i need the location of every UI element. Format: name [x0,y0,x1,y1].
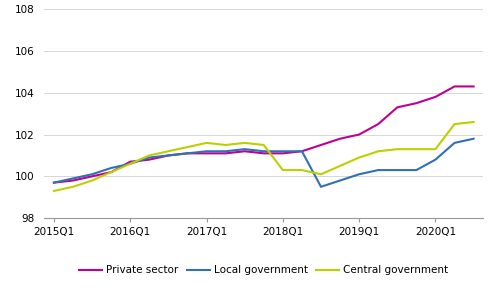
Local government [394,168,400,172]
Local government [452,141,458,145]
Private sector [184,152,190,155]
Local government [471,137,477,141]
Local government [89,172,95,176]
Local government [261,149,267,153]
Local government [356,172,362,176]
Local government [127,162,133,166]
Central government [356,156,362,159]
Local government [223,149,229,153]
Private sector [280,152,286,155]
Line: Central government: Central government [54,122,474,191]
Line: Local government: Local government [54,139,474,187]
Private sector [127,160,133,164]
Private sector [375,122,381,126]
Private sector [414,102,420,105]
Private sector [146,158,152,161]
Private sector [337,137,343,141]
Local government [242,147,247,151]
Local government [414,168,420,172]
Central government [337,164,343,168]
Central government [452,122,458,126]
Local government [280,149,286,153]
Central government [471,120,477,124]
Private sector [452,85,458,88]
Local government [184,152,190,155]
Local government [318,185,324,189]
Local government [166,154,172,157]
Central government [51,189,57,193]
Central government [223,143,229,147]
Local government [432,158,438,161]
Private sector [51,181,57,185]
Central government [432,147,438,151]
Central government [184,145,190,149]
Local government [337,179,343,182]
Legend: Private sector, Local government, Central government: Private sector, Local government, Centra… [75,261,453,279]
Private sector [471,85,477,88]
Central government [127,162,133,166]
Private sector [166,154,172,157]
Private sector [108,170,114,174]
Central government [166,149,172,153]
Line: Private sector: Private sector [54,86,474,183]
Central government [414,147,420,151]
Local government [204,149,210,153]
Private sector [70,179,76,182]
Central government [146,154,152,157]
Local government [108,166,114,170]
Central government [204,141,210,145]
Private sector [394,105,400,109]
Private sector [242,149,247,153]
Central government [375,149,381,153]
Local government [146,156,152,159]
Local government [299,149,305,153]
Private sector [261,152,267,155]
Central government [108,170,114,174]
Private sector [432,95,438,99]
Private sector [89,175,95,178]
Central government [261,143,267,147]
Local government [70,177,76,180]
Local government [51,181,57,185]
Central government [299,168,305,172]
Central government [318,172,324,176]
Central government [242,141,247,145]
Private sector [299,149,305,153]
Private sector [204,152,210,155]
Central government [70,185,76,189]
Private sector [318,143,324,147]
Private sector [223,152,229,155]
Private sector [356,133,362,136]
Central government [280,168,286,172]
Central government [394,147,400,151]
Local government [375,168,381,172]
Central government [89,179,95,182]
